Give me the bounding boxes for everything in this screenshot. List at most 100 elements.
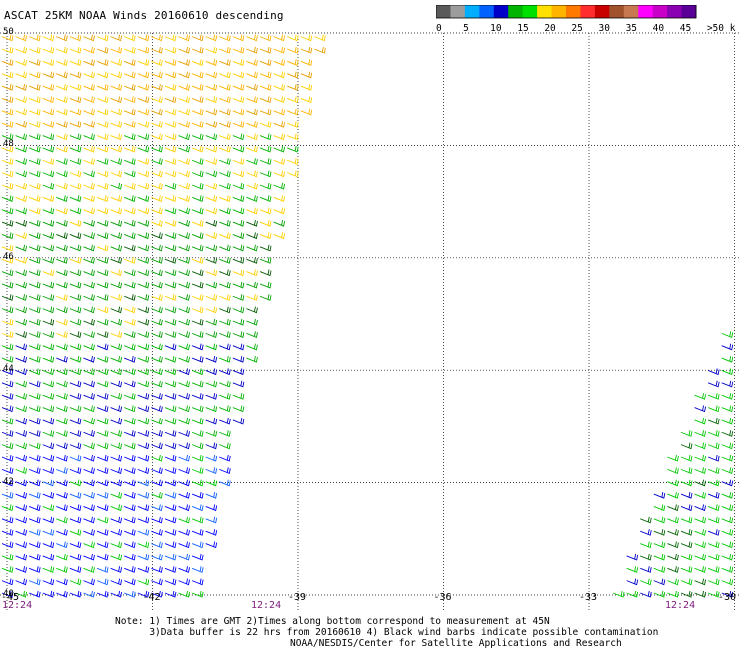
wind-barb (653, 553, 666, 561)
wind-barb (178, 158, 190, 165)
wind-barb (151, 541, 163, 549)
wind-barb (232, 232, 245, 240)
wind-barb (164, 269, 177, 277)
wind-barb (42, 368, 55, 376)
wind-barb (42, 553, 55, 561)
wind-barb (205, 454, 218, 462)
wind-barb (28, 158, 41, 165)
wind-barb (137, 355, 150, 363)
wind-barb (69, 578, 82, 586)
wind-barb (56, 281, 68, 289)
wind-barb (137, 343, 150, 351)
wind-barb (83, 170, 95, 178)
wind-barb (69, 553, 82, 561)
wind-barb (164, 182, 177, 190)
wind-barb (96, 479, 109, 487)
wind-barb (680, 566, 693, 573)
wind-barb (124, 158, 136, 165)
wind-barb (164, 331, 177, 338)
wind-barb (124, 405, 136, 413)
wind-barb (191, 269, 204, 277)
wind-barb (56, 504, 68, 512)
wind-barb (219, 121, 231, 128)
wind-barb (246, 83, 258, 91)
wind-barb (721, 368, 734, 376)
wind-barb (178, 405, 190, 413)
wind-barb (232, 257, 245, 264)
wind-barb (69, 71, 82, 79)
wind-barb (96, 454, 109, 462)
wind-barb (15, 566, 28, 573)
wind-barb-map (0, 32, 740, 610)
wind-barb (137, 182, 150, 190)
wind-barb (178, 430, 190, 437)
wind-barb (205, 467, 218, 474)
wind-barb (137, 430, 150, 437)
wind-barb (205, 541, 218, 549)
wind-barb (56, 244, 68, 252)
wind-barb (28, 133, 41, 141)
wind-barb (178, 491, 190, 499)
wind-barb (287, 108, 299, 116)
colorbar-label: 10 (490, 23, 502, 34)
wind-barb (1, 294, 14, 301)
wind-barb (56, 219, 68, 227)
wind-barb (137, 504, 150, 512)
wind-barb (42, 442, 55, 450)
wind-barb (69, 479, 82, 487)
wind-barb (15, 491, 28, 499)
wind-barb (137, 479, 150, 487)
wind-barb (110, 281, 123, 289)
wind-barb (721, 516, 734, 524)
wind-barb (219, 269, 231, 277)
wind-barb (287, 96, 299, 104)
wind-barb (1, 232, 14, 240)
wind-barb (246, 306, 258, 314)
wind-barb (96, 244, 109, 252)
wind-barb (191, 121, 204, 128)
wind-barb (56, 195, 68, 202)
wind-barb (15, 553, 28, 561)
wind-barb (191, 232, 204, 240)
wind-barb (42, 405, 55, 413)
wind-barb (680, 467, 693, 474)
wind-barb (69, 442, 82, 450)
wind-barb (15, 393, 28, 400)
time-label: 12:24 (665, 600, 696, 611)
wind-barb (667, 454, 679, 462)
wind-barb (219, 430, 231, 437)
wind-barb (96, 269, 109, 277)
wind-barb (69, 158, 82, 165)
wind-barb (300, 83, 313, 91)
wind-barb (287, 133, 299, 141)
wind-barb (151, 405, 163, 413)
wind-barb (205, 195, 218, 202)
wind-barb (1, 83, 14, 91)
wind-barb (287, 34, 299, 42)
wind-barb (680, 590, 693, 598)
wind-barb (83, 566, 95, 573)
wind-barb (110, 529, 123, 536)
wind-barb (83, 59, 95, 66)
wind-barb (1, 158, 14, 165)
wind-barb (69, 393, 82, 400)
wind-barb (191, 590, 204, 598)
wind-barb (137, 59, 150, 66)
wind-barb (96, 343, 109, 351)
wind-barb (694, 405, 707, 413)
wind-barb (151, 257, 163, 264)
wind-barb (707, 504, 720, 512)
wind-barb (219, 281, 231, 289)
wind-barb (178, 541, 190, 549)
wind-barb (694, 553, 707, 561)
wind-barb (69, 368, 82, 376)
wind-barb (232, 331, 245, 338)
wind-barb (110, 417, 123, 425)
east-swath-barbs (612, 331, 734, 598)
wind-barb (151, 529, 163, 536)
wind-barb (219, 96, 231, 104)
wind-barb (1, 504, 14, 512)
wind-barb (28, 108, 41, 116)
wind-barb (246, 71, 258, 79)
wind-barb (259, 59, 272, 66)
